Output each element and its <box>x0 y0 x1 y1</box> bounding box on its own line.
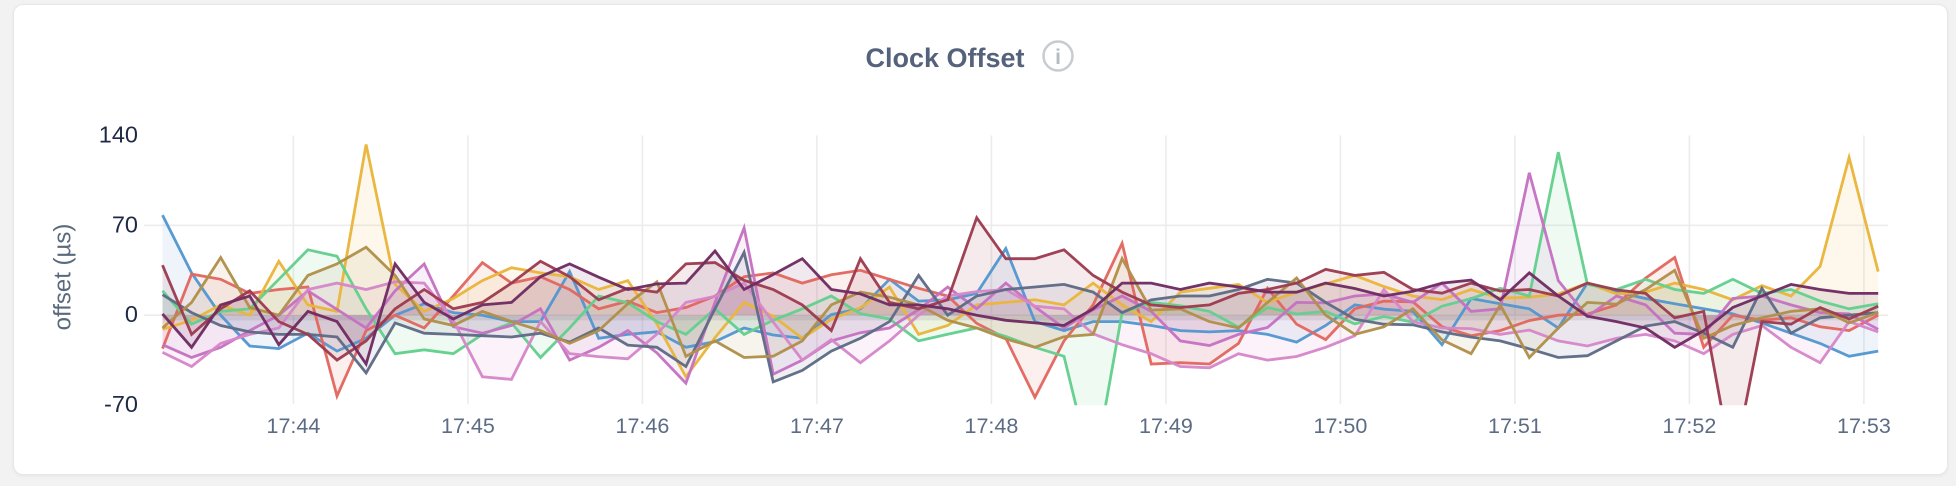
svg-text:70: 70 <box>112 211 138 237</box>
svg-text:17:49: 17:49 <box>1139 414 1193 438</box>
svg-text:140: 140 <box>99 122 138 148</box>
svg-text:17:50: 17:50 <box>1313 414 1367 438</box>
svg-text:17:45: 17:45 <box>441 414 495 438</box>
svg-text:offset (µs): offset (µs) <box>49 224 76 331</box>
svg-text:17:51: 17:51 <box>1488 414 1542 438</box>
svg-text:i: i <box>1055 46 1061 69</box>
svg-text:17:44: 17:44 <box>266 414 320 438</box>
svg-text:17:48: 17:48 <box>964 414 1018 438</box>
svg-text:17:47: 17:47 <box>790 414 844 438</box>
svg-text:Clock Offset: Clock Offset <box>865 43 1024 73</box>
svg-text:17:52: 17:52 <box>1662 414 1716 438</box>
svg-text:0: 0 <box>125 301 138 327</box>
svg-text:17:46: 17:46 <box>615 414 669 438</box>
svg-text:17:53: 17:53 <box>1837 414 1891 438</box>
svg-text:-70: -70 <box>104 391 138 417</box>
